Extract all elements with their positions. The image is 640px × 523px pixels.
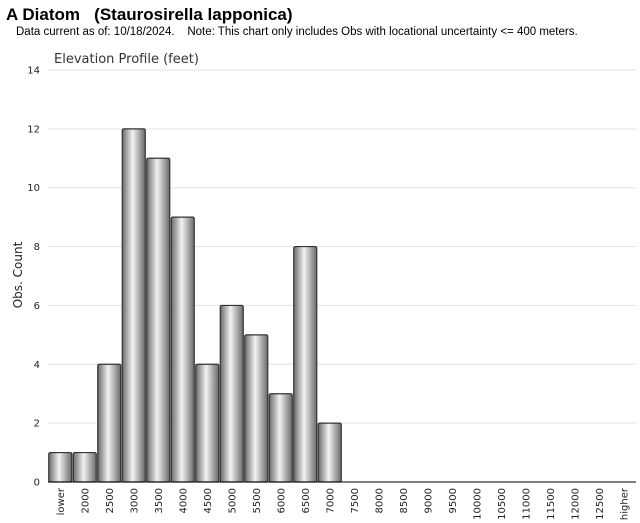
x-tick-label: 2000: [80, 488, 91, 513]
x-tick-label: 7000: [325, 488, 336, 513]
y-tick-labels: 0 2 4 6 8 10 12 14: [27, 66, 40, 489]
bar-6000: [268, 393, 293, 483]
bar-6500: [293, 245, 318, 483]
x-tick-label: 6000: [276, 488, 287, 513]
x-tick-labels: lower 2000 2500 3000 3500 4000 4500 5000 5500 600…: [56, 487, 631, 520]
bar-7000: [317, 422, 342, 483]
x-tick-label: 4500: [203, 488, 214, 513]
page-title: A Diatom (Staurosirella lapponica): [6, 5, 293, 24]
x-tick-label: 8500: [399, 488, 410, 513]
x-tick-label: 9000: [423, 488, 434, 513]
y-tick-label: 10: [27, 183, 40, 194]
x-tick-label: 11500: [546, 488, 557, 520]
bar-4000: [170, 216, 195, 483]
x-tick-label: higher: [619, 487, 630, 520]
page-subtitle: Data current as of: 10/18/2024. Note: Th…: [16, 26, 578, 38]
bar-lower: [48, 451, 73, 483]
bar-3500: [146, 157, 171, 483]
x-tick-label: 12500: [595, 488, 606, 520]
bar-2000: [72, 451, 97, 483]
chart-title: Elevation Profile (feet): [54, 52, 199, 67]
gridlines: [48, 69, 636, 424]
x-tick-label: 5500: [252, 488, 263, 513]
y-tick-label: 4: [34, 360, 40, 371]
x-tick-label: 9500: [448, 488, 459, 513]
x-tick-label: 11000: [521, 488, 532, 520]
x-tick-label: 3500: [154, 488, 165, 513]
x-tick-label: 10500: [497, 488, 508, 520]
x-tick-label: 10000: [472, 488, 483, 520]
x-tick-label: 7500: [350, 488, 361, 513]
y-tick-label: 0: [34, 478, 40, 489]
y-tick-label: 14: [27, 66, 40, 77]
bars: [48, 128, 342, 483]
bar-3000: [121, 128, 146, 483]
y-tick-label: 12: [27, 124, 40, 135]
bar-4500: [195, 363, 220, 483]
x-tick-label: 6500: [301, 488, 312, 513]
x-tick-label: 2500: [105, 488, 116, 513]
y-tick-label: 2: [34, 419, 40, 430]
x-tick-label: 4000: [178, 488, 189, 513]
bar-5000: [219, 304, 244, 483]
x-tick-label: lower: [56, 487, 67, 515]
y-axis-label: Obs. Count: [11, 241, 25, 308]
bar-5500: [244, 334, 269, 483]
x-tick-label: 5000: [227, 488, 238, 513]
bar-2500: [97, 363, 122, 483]
x-tick-label: 12000: [570, 488, 581, 520]
y-tick-label: 8: [34, 242, 40, 253]
x-tick-label: 8000: [374, 488, 385, 513]
y-tick-label: 6: [34, 301, 40, 312]
x-tick-label: 3000: [129, 488, 140, 513]
